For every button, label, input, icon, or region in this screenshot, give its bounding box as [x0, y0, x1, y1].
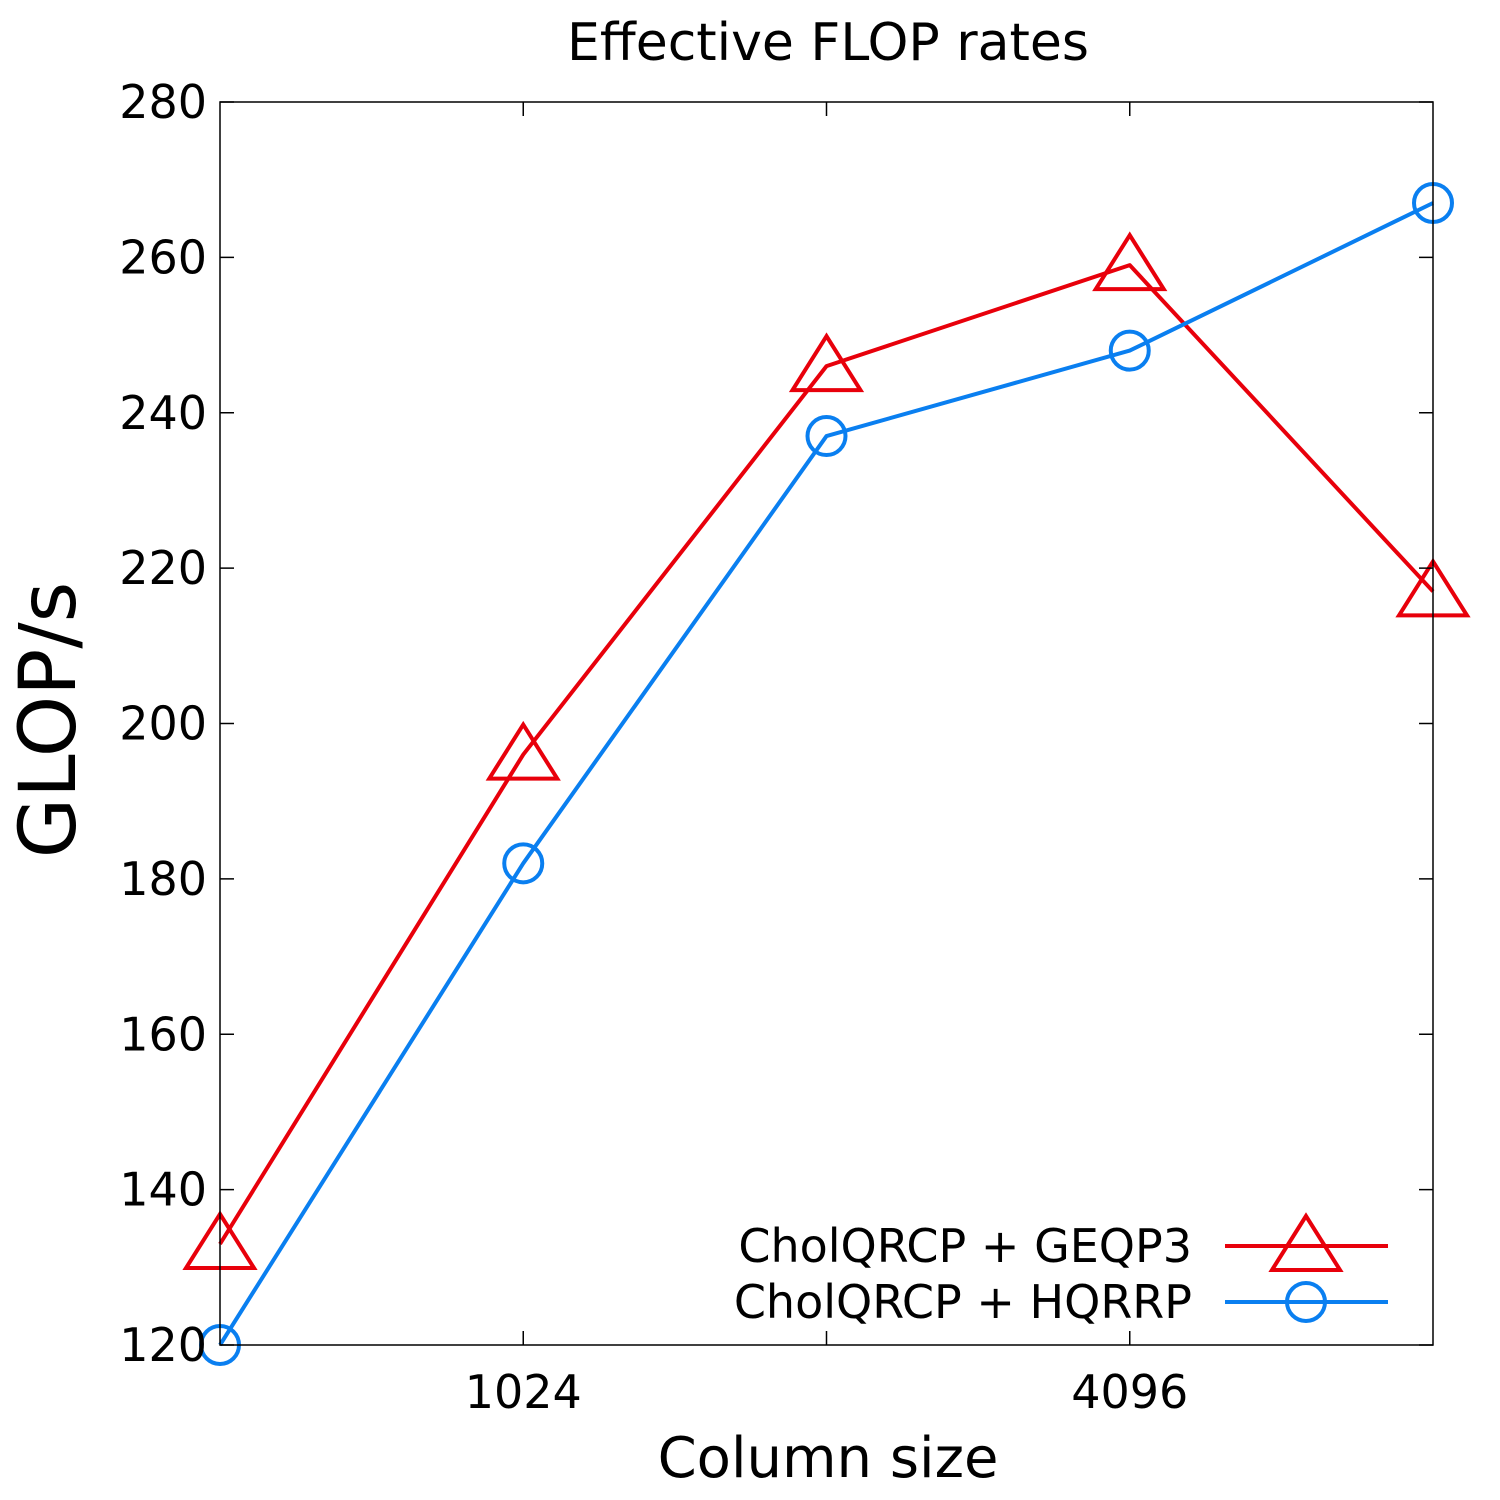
series-line [218, 201, 1434, 1347]
y-tick-label: 180 [119, 852, 207, 906]
plot-area [182, 181, 1471, 1366]
y-axis-label: GLOP/s [4, 582, 94, 858]
y-tick-label: 120 [119, 1318, 207, 1372]
y-tick-label: 140 [119, 1163, 207, 1217]
x-tick-label: 4096 [1071, 1365, 1188, 1419]
series-1 [182, 231, 1471, 1271]
legend-entry-1: CholQRCP + GEQP3 [738, 1212, 1388, 1273]
series-line [218, 263, 1435, 1246]
data-point-triangle [1092, 231, 1168, 292]
y-tick-label: 200 [119, 697, 207, 751]
legend-label: CholQRCP + HQRRP [734, 1275, 1192, 1329]
data-point-circle [805, 415, 848, 458]
data-point-circle [1108, 329, 1151, 372]
data-point-triangle [788, 332, 865, 393]
y-tick-label: 240 [119, 386, 207, 440]
y-tick-label: 220 [119, 541, 207, 595]
legend-label: CholQRCP + GEQP3 [738, 1219, 1192, 1273]
series-2 [199, 181, 1454, 1366]
legend-marker-circle [1285, 1281, 1327, 1323]
data-point-triangle [485, 720, 561, 781]
data-point-circle [502, 842, 545, 885]
y-tick-label: 260 [119, 230, 207, 284]
x-tick-label: 1024 [465, 1365, 582, 1419]
plot-frame [219, 101, 1434, 1346]
legend-marker-triangle [1268, 1212, 1344, 1272]
y-tick-label: 160 [119, 1007, 207, 1061]
y-tick-label: 280 [119, 75, 207, 129]
legend-entry-2: CholQRCP + HQRRP [734, 1275, 1388, 1329]
x-axis-label: Column size [658, 1426, 999, 1491]
axes: 120 140 160 180 200 220 240 260 280 1024 4096 [119, 75, 1434, 1419]
chart-title: Effective FLOP rates [567, 13, 1089, 73]
